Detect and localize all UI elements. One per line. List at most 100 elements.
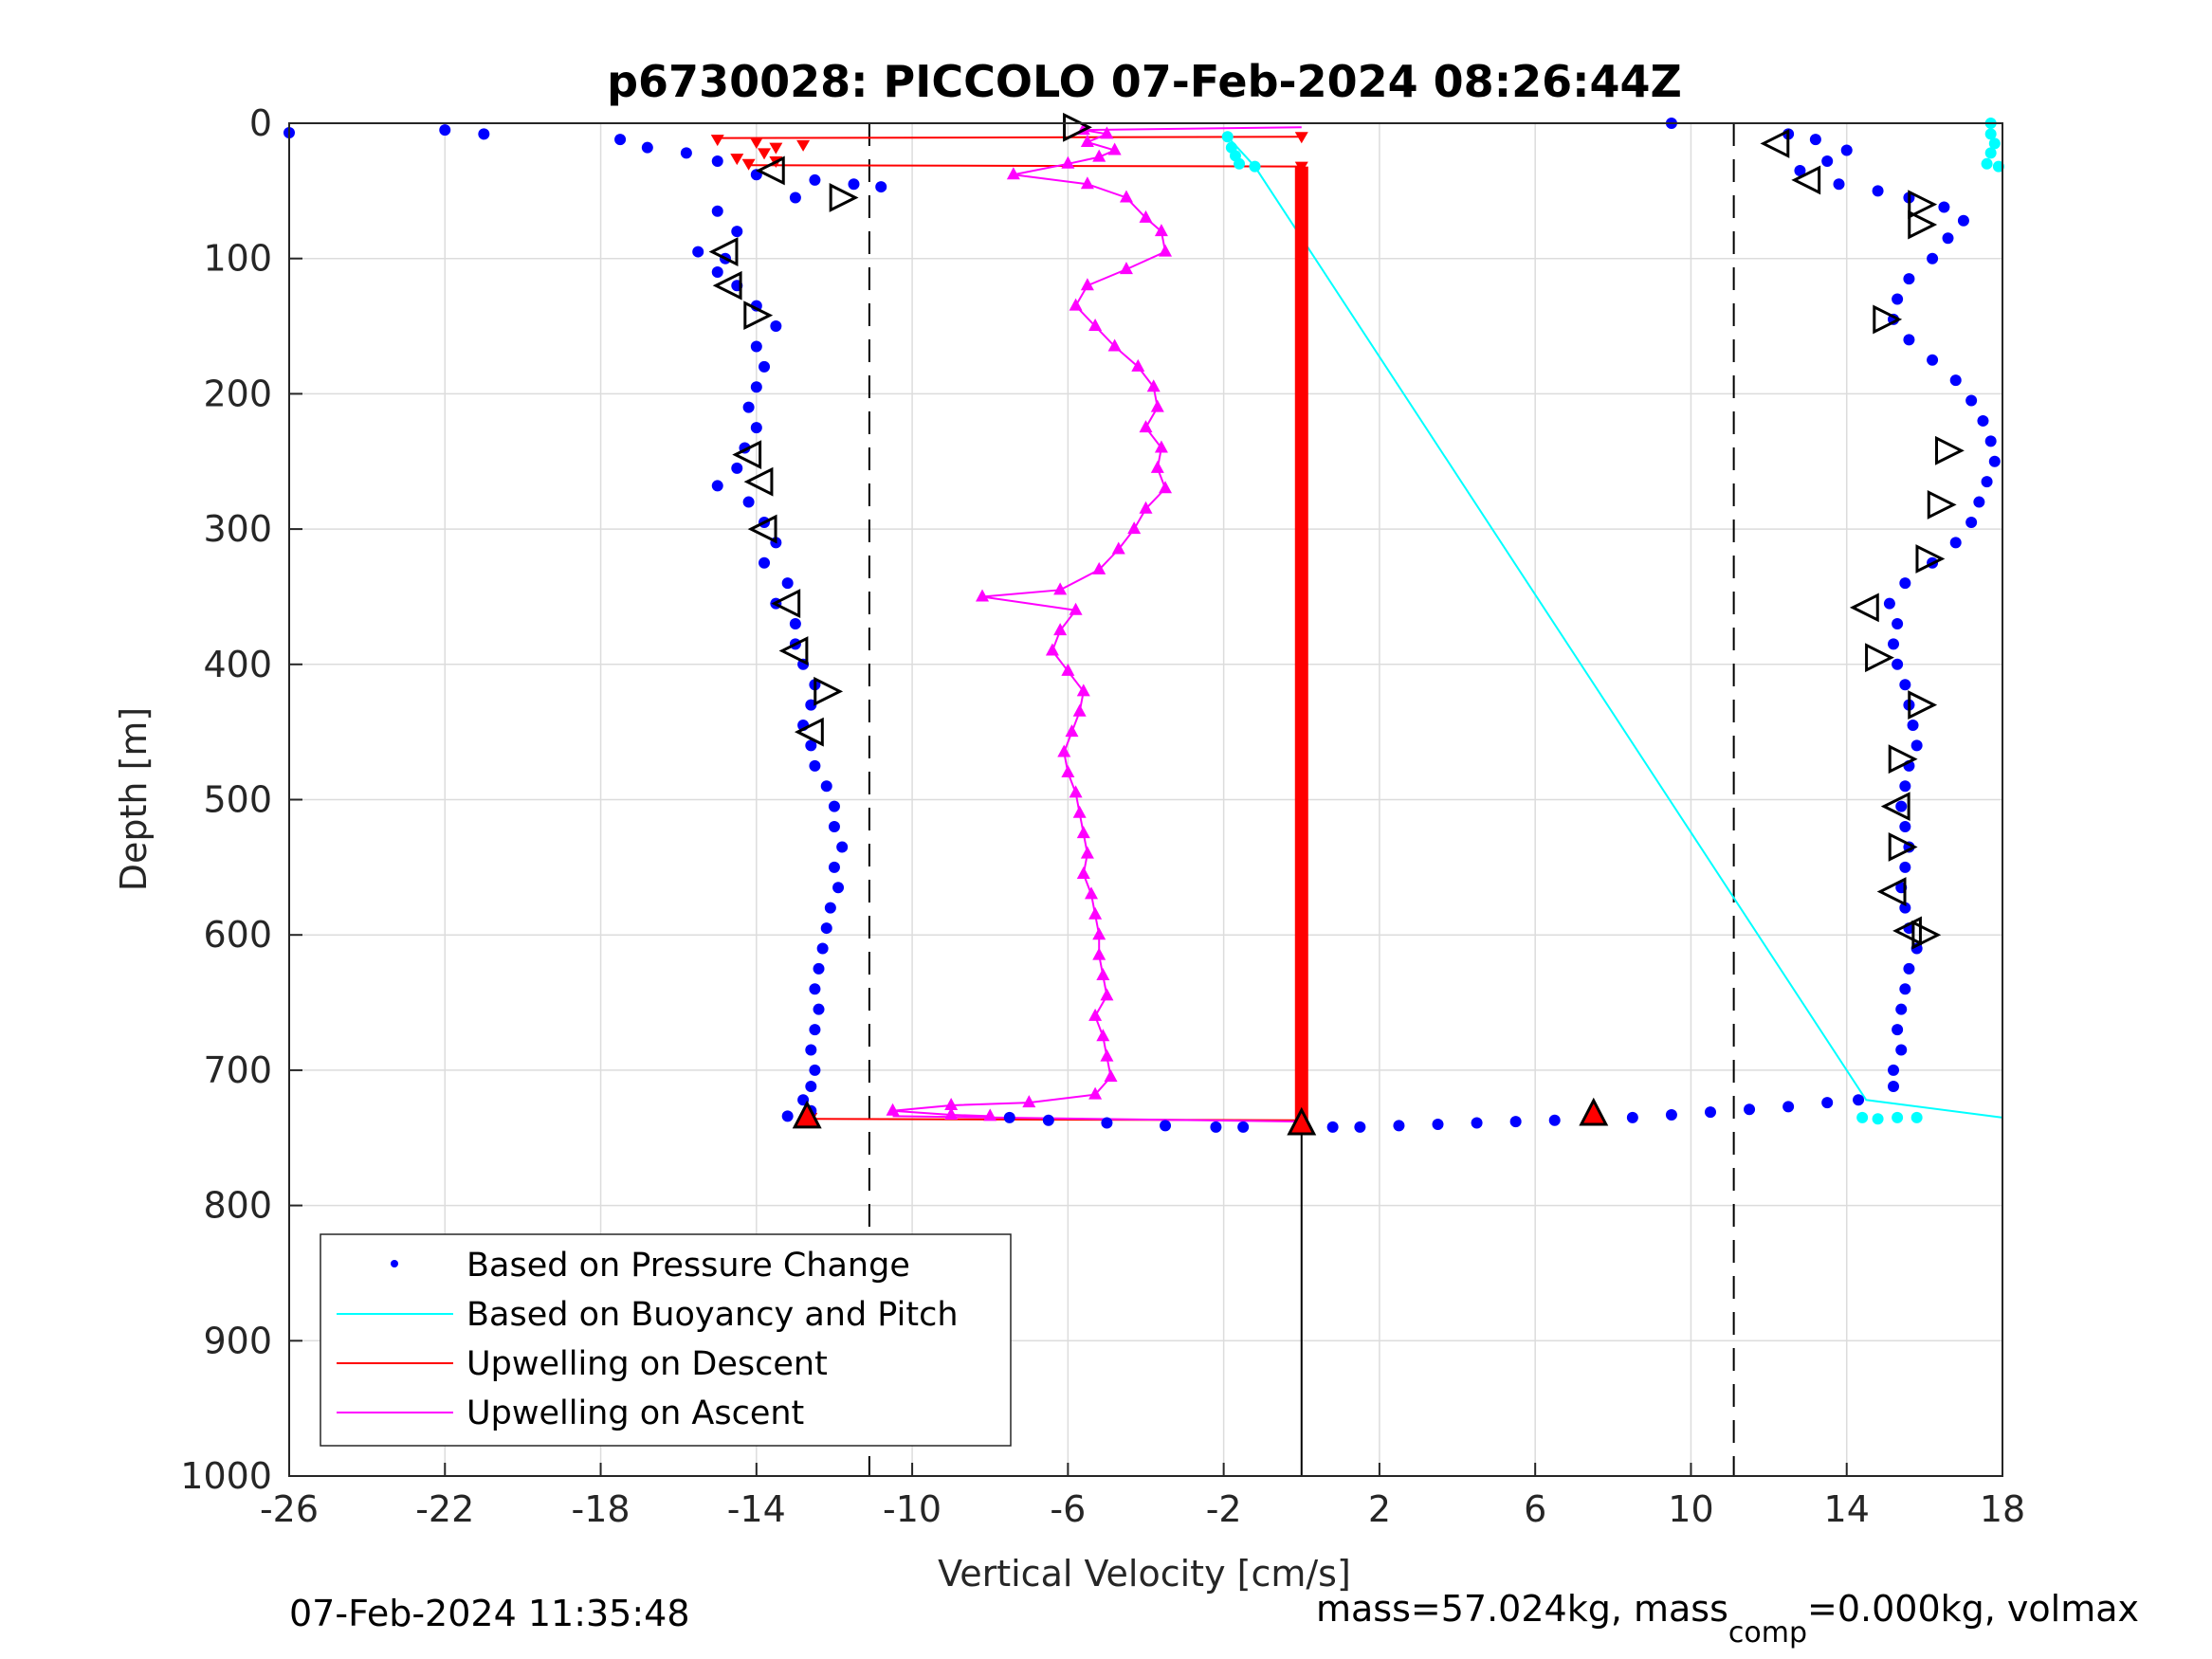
upwelling-descent-bar <box>1294 166 1308 1122</box>
red-marker <box>1579 1097 1609 1126</box>
legend-symbol-pressure <box>391 1260 398 1267</box>
ascent-triangle <box>1908 210 1938 240</box>
ascent-triangle <box>829 183 859 212</box>
pressure-change-point <box>1942 232 1954 245</box>
pressure-change-point <box>1892 1024 1904 1036</box>
pressure-change-point <box>439 124 451 137</box>
upwelling-ascent-point <box>1080 278 1094 291</box>
pressure-change-point <box>828 821 840 833</box>
upwelling-ascent-point <box>944 1106 959 1120</box>
upwelling-ascent-point <box>1100 1048 1114 1062</box>
pressure-change-point <box>789 617 801 629</box>
pressure-change-point <box>1903 962 1915 975</box>
chart-title: p6730028: PICCOLO 07-Feb-2024 08:26:44Z <box>607 56 1682 107</box>
upwelling-ascent-point <box>1065 724 1079 738</box>
pressure-change-point <box>1432 1118 1444 1130</box>
pressure-change-point <box>805 739 817 752</box>
upwelling-ascent-point <box>1069 785 1083 798</box>
buoyancy-point <box>1892 1111 1904 1123</box>
y-tick-label: 800 <box>203 1185 272 1227</box>
upwelling-descent-point <box>710 135 724 147</box>
x-tick-label: 18 <box>1980 1488 2025 1530</box>
pressure-change-point <box>742 496 755 508</box>
upwelling-ascent-point <box>1131 358 1145 372</box>
legend: Based on Pressure Change Based on Buoyan… <box>320 1233 1012 1447</box>
pressure-change-point <box>1895 1003 1908 1015</box>
upwelling-ascent-connector <box>1083 126 1302 132</box>
y-axis-ticks: 0 100 200 300 400 500 600 700 800 900 1000 <box>180 102 302 1497</box>
pressure-change-point <box>1888 638 1900 650</box>
pressure-change-point <box>828 800 840 812</box>
pressure-change-point <box>1833 178 1845 191</box>
descent-triangle <box>732 440 762 470</box>
y-tick-label: 700 <box>203 1049 272 1091</box>
upwelling-ascent-point <box>1107 142 1122 155</box>
descent-triangle <box>1760 128 1790 158</box>
x-tick-label: -22 <box>415 1488 474 1530</box>
upwelling-ascent-point <box>1119 262 1133 275</box>
pressure-change-point <box>1821 1097 1834 1109</box>
pressure-change-point <box>1899 821 1911 833</box>
pressure-change-point <box>1892 293 1904 305</box>
upwelling-ascent-point <box>1085 886 1099 900</box>
pressure-change-point <box>759 556 771 569</box>
upwelling-ascent-point <box>1139 501 1153 514</box>
pressure-change-point <box>1899 983 1911 995</box>
pressure-change-point <box>1626 1111 1638 1123</box>
pressure-change-point <box>641 141 653 154</box>
buoyancy-point <box>1984 128 1997 140</box>
pressure-change-point <box>1237 1121 1250 1133</box>
buoyancy-point <box>1249 160 1261 173</box>
descent-triangle <box>778 636 809 665</box>
pressure-change-point <box>731 226 743 238</box>
upwelling-ascent-point <box>1061 155 1075 169</box>
grid <box>288 122 2003 1477</box>
pressure-change-point <box>1210 1121 1222 1133</box>
upwelling-ascent-point <box>1069 298 1083 311</box>
upwelling-ascent-point <box>1076 866 1090 879</box>
pressure-change-point <box>1899 902 1911 914</box>
legend-label-buoyancy: Based on Buoyancy and Pitch <box>466 1296 959 1334</box>
pressure-change-point <box>1910 739 1923 752</box>
pressure-change-point <box>1903 334 1915 346</box>
upwelling-descent-connector <box>748 164 1302 168</box>
upwelling-ascent-point <box>1104 1069 1118 1083</box>
buoyancy-point <box>1872 1113 1884 1125</box>
pressure-change-point <box>1704 1106 1716 1119</box>
upwelling-ascent-connector <box>892 1115 1302 1123</box>
y-tick-label: 200 <box>203 373 272 414</box>
x-axis-label: Vertical Velocity [cm/s] <box>938 1553 1351 1595</box>
upwelling-ascent-point <box>1080 134 1094 147</box>
pressure-change-point <box>750 381 762 393</box>
upwelling-descent-point <box>1294 161 1308 173</box>
buoyancy-point <box>1221 131 1234 143</box>
descent-triangle <box>747 514 777 544</box>
footer-timestamp: 07-Feb-2024 11:35:48 <box>289 1593 690 1634</box>
x-tick-label: 14 <box>1824 1488 1870 1530</box>
upwelling-ascent-point <box>1088 906 1103 920</box>
ascent-triangle <box>1888 832 1918 862</box>
upwelling-ascent-point <box>976 589 990 602</box>
ascent-triangle <box>1927 489 1957 520</box>
buoyancy-point <box>1984 147 1997 159</box>
buoyancy-line <box>1227 136 2003 1119</box>
buoyancy-point <box>1988 137 2001 150</box>
pressure-change-point <box>1899 679 1911 691</box>
pressure-change-point <box>789 191 801 204</box>
pressure-change-point <box>1977 414 1989 427</box>
pressure-change-point <box>1892 658 1904 670</box>
upwelling-ascent-point <box>1057 744 1071 757</box>
ascent-triangle <box>1063 112 1092 142</box>
pressure-change-point <box>805 1081 817 1093</box>
upwelling-ascent-point <box>1139 420 1153 433</box>
pressure-change-point <box>809 759 821 772</box>
upwelling-ascent-point <box>1159 481 1173 494</box>
pressure-change-point <box>781 577 794 590</box>
buoyancy-point <box>1234 157 1246 170</box>
upwelling-descent-point <box>758 148 772 160</box>
upwelling-ascent-point <box>1154 440 1168 453</box>
ascent-triangle <box>1935 435 1965 465</box>
descent-triangle <box>1880 792 1910 822</box>
x-tick-label: 2 <box>1368 1488 1391 1530</box>
ascent-triangle <box>814 676 844 706</box>
